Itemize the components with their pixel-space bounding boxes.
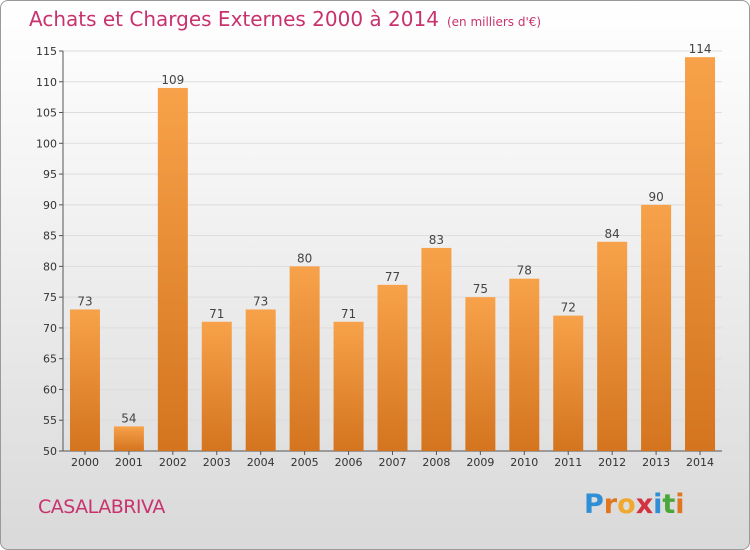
data-label: 72 <box>561 301 576 315</box>
proxiti-logo: Proxiti <box>584 489 685 520</box>
logo-letter: r <box>603 489 618 520</box>
chart-title: Achats et Charges Externes 2000 à 2014 (e… <box>29 7 541 31</box>
bar <box>597 241 628 451</box>
x-tick-label: 2012 <box>598 456 626 469</box>
logo-letter: i <box>653 489 663 520</box>
y-tick-label: 70 <box>43 322 57 335</box>
y-tick-label: 100 <box>36 137 57 150</box>
logo-letter: t <box>662 489 676 520</box>
data-label: 73 <box>253 294 268 308</box>
y-tick-label: 105 <box>36 107 57 120</box>
data-label: 73 <box>77 294 92 308</box>
data-label: 114 <box>689 42 712 56</box>
x-tick-label: 2001 <box>115 456 143 469</box>
y-tick-label: 110 <box>36 76 57 89</box>
data-label: 71 <box>209 307 224 321</box>
y-tick-label: 50 <box>43 445 57 458</box>
data-label: 54 <box>121 411 136 425</box>
data-label: 75 <box>473 282 488 296</box>
logo-letter: i <box>675 489 685 520</box>
x-tick-label: 2000 <box>71 456 99 469</box>
data-label: 109 <box>161 73 184 87</box>
x-tick-label: 2010 <box>510 456 538 469</box>
y-tick-label: 65 <box>43 353 57 366</box>
data-label: 71 <box>341 307 356 321</box>
commune-name: CASALABRIVA <box>38 496 165 518</box>
logo-letter: x <box>635 489 654 520</box>
y-tick-label: 80 <box>43 260 57 273</box>
x-tick-label: 2013 <box>642 456 670 469</box>
y-tick-label: 90 <box>43 199 57 212</box>
bar <box>157 87 188 451</box>
bar <box>201 321 232 451</box>
logo-letter: P <box>584 489 604 520</box>
x-tick-label: 2008 <box>422 456 450 469</box>
bar <box>509 278 540 451</box>
chart-title-text: Achats et Charges Externes 2000 à 2014 <box>29 7 439 31</box>
data-label: 84 <box>605 227 620 241</box>
y-tick-label: 115 <box>36 45 57 58</box>
x-tick-label: 2002 <box>159 456 187 469</box>
x-tick-label: 2006 <box>335 456 363 469</box>
data-label: 90 <box>648 190 663 204</box>
logo-letter: o <box>617 489 636 520</box>
bar <box>641 204 672 451</box>
x-tick-label: 2014 <box>686 456 714 469</box>
x-tick-label: 2003 <box>203 456 231 469</box>
x-tick-label: 2007 <box>379 456 407 469</box>
x-tick-label: 2011 <box>554 456 582 469</box>
y-tick-label: 95 <box>43 168 57 181</box>
bar <box>245 309 276 451</box>
bar <box>289 266 320 451</box>
bar <box>377 284 408 451</box>
x-tick-label: 2004 <box>247 456 275 469</box>
data-label: 77 <box>385 270 400 284</box>
data-label: 78 <box>517 264 532 278</box>
bar <box>465 297 496 451</box>
x-tick-label: 2009 <box>466 456 494 469</box>
chart-unit: (en milliers d'€) <box>446 15 542 29</box>
data-label: 83 <box>429 233 444 247</box>
bar <box>685 57 716 452</box>
bar <box>113 426 144 451</box>
bar <box>421 247 452 451</box>
y-tick-label: 75 <box>43 291 57 304</box>
y-tick-label: 60 <box>43 383 57 396</box>
y-tick-label: 55 <box>43 414 57 427</box>
y-tick-label: 85 <box>43 230 57 243</box>
data-label: 80 <box>297 251 312 265</box>
x-tick-label: 2005 <box>291 456 319 469</box>
bar <box>69 309 100 451</box>
bar <box>333 321 364 451</box>
bar <box>553 315 584 451</box>
